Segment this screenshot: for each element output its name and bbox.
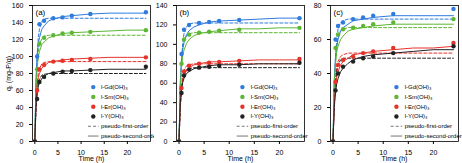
svg-text:160: 160 [12, 2, 24, 9]
svg-text:5: 5 [356, 149, 360, 156]
svg-text:10: 10 [379, 149, 388, 157]
svg-text:l-Gd(OH)₃: l-Gd(OH)₃ [251, 84, 278, 90]
svg-text:80: 80 [16, 70, 24, 77]
svg-text:10: 10 [77, 149, 85, 157]
svg-text:5: 5 [202, 149, 206, 156]
svg-text:(b): (b) [180, 8, 190, 17]
svg-text:l-Gd(OH)₃: l-Gd(OH)₃ [101, 84, 128, 90]
svg-text:5: 5 [56, 149, 60, 156]
svg-text:pseudo-first-order: pseudo-first-order [251, 123, 298, 129]
svg-text:l-Y(OH)₃: l-Y(OH)₃ [251, 113, 274, 119]
svg-text:0: 0 [177, 149, 181, 156]
svg-text:20: 20 [160, 118, 168, 125]
svg-text:100: 100 [156, 41, 168, 48]
svg-text:60: 60 [160, 79, 168, 86]
svg-text:10: 10 [225, 149, 234, 157]
svg-text:l-Y(OH)₃: l-Y(OH)₃ [101, 113, 124, 119]
svg-text:140: 140 [156, 2, 168, 9]
svg-text:pseudo-second-order: pseudo-second-order [405, 133, 462, 139]
svg-text:l-Sm(OH)₃: l-Sm(OH)₃ [251, 94, 279, 100]
svg-text:0: 0 [20, 138, 24, 145]
svg-text:l-Gd(OH)₃: l-Gd(OH)₃ [405, 84, 432, 90]
svg-text:pseudo-second-order: pseudo-second-order [101, 133, 154, 139]
svg-text:40: 40 [16, 104, 24, 111]
svg-text:120: 120 [12, 36, 24, 43]
svg-text:pseudo-second-order: pseudo-second-order [251, 133, 308, 139]
svg-text:100: 100 [12, 53, 24, 60]
svg-text:40: 40 [160, 99, 168, 106]
svg-text:l-Er(OH)₃: l-Er(OH)₃ [405, 104, 430, 110]
svg-text:0: 0 [318, 138, 322, 145]
svg-text:0: 0 [331, 149, 335, 156]
svg-text:120: 120 [156, 21, 168, 28]
svg-text:40: 40 [314, 70, 322, 77]
svg-text:(a): (a) [36, 8, 46, 17]
svg-text:20: 20 [16, 121, 24, 128]
svg-text:Time (h): Time (h) [228, 155, 254, 163]
svg-text:qₜ (mg-P/g): qₜ (mg-P/g) [5, 56, 13, 91]
svg-text:l-Sm(OH)₃: l-Sm(OH)₃ [101, 94, 129, 100]
svg-text:pseudo-first-order: pseudo-first-order [101, 123, 148, 129]
svg-text:15: 15 [100, 149, 109, 157]
svg-text:60: 60 [314, 36, 322, 43]
svg-text:20: 20 [430, 149, 438, 156]
svg-text:80: 80 [314, 2, 322, 9]
svg-text:20: 20 [314, 104, 322, 111]
svg-text:(c): (c) [334, 8, 344, 17]
svg-text:20: 20 [276, 149, 284, 156]
svg-text:pseudo-first-order: pseudo-first-order [405, 123, 452, 129]
svg-text:140: 140 [12, 19, 24, 26]
svg-text:20: 20 [123, 149, 131, 156]
svg-text:0: 0 [164, 138, 168, 145]
svg-text:l-Er(OH)₃: l-Er(OH)₃ [251, 104, 276, 110]
svg-text:Time (h): Time (h) [79, 155, 105, 163]
svg-text:l-Er(OH)₃: l-Er(OH)₃ [101, 104, 126, 110]
svg-text:l-Sm(OH)₃: l-Sm(OH)₃ [405, 94, 433, 100]
svg-text:60: 60 [16, 87, 24, 94]
svg-text:80: 80 [160, 60, 168, 67]
svg-text:Time (h): Time (h) [382, 155, 408, 163]
svg-text:0: 0 [33, 149, 37, 156]
svg-text:l-Y(OH)₃: l-Y(OH)₃ [405, 113, 428, 119]
svg-text:15: 15 [250, 149, 259, 157]
svg-text:15: 15 [404, 149, 413, 157]
